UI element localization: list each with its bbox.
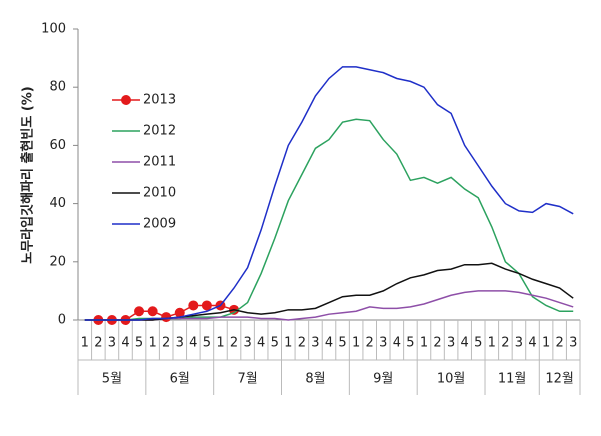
month-label: 5월: [102, 372, 122, 387]
x-tick-label: 1: [148, 336, 156, 351]
month-label: 11월: [498, 372, 527, 387]
x-tick-label: 4: [528, 336, 536, 351]
x-tick-label: 2: [366, 336, 374, 351]
x-tick-label: 2: [94, 336, 102, 351]
y-tick-label: 40: [49, 196, 66, 211]
x-tick-label: 2: [556, 336, 564, 351]
point: [134, 306, 145, 317]
month-label: 10월: [437, 372, 466, 387]
x-tick-label: 2: [501, 336, 509, 351]
point: [161, 312, 172, 323]
x-tick-label: 1: [542, 336, 550, 351]
x-tick-label: 3: [379, 336, 387, 351]
point: [174, 307, 185, 318]
x-tick-label: 5: [406, 336, 414, 351]
x-tick-label: 1: [352, 336, 360, 351]
series-line: [84, 66, 574, 321]
month-label: 7월: [237, 372, 257, 387]
x-tick-label: 4: [393, 336, 401, 351]
x-tick-label: 5: [271, 336, 279, 351]
point: [188, 300, 199, 311]
month-label: 6월: [170, 372, 190, 387]
x-tick-label: 2: [298, 336, 306, 351]
x-tick-label: 1: [284, 336, 292, 351]
legend-label: 2009: [143, 217, 176, 232]
y-axis-label: 노무라입깃해파리 출현빈도 (%): [20, 86, 36, 263]
x-tick-label: 3: [447, 336, 455, 351]
legend-label: 2013: [143, 93, 176, 108]
legend-label: 2011: [143, 155, 176, 170]
x-tick-label: 3: [243, 336, 251, 351]
x-tick-label: 1: [420, 336, 428, 351]
legend-label: 2010: [143, 186, 176, 201]
x-tick-label: 3: [311, 336, 319, 351]
y-tick-label: 80: [49, 80, 66, 95]
x-tick-label: 1: [488, 336, 496, 351]
x-tick-label: 2: [230, 336, 238, 351]
x-tick-label: 1: [216, 336, 224, 351]
month-label: 9월: [373, 372, 393, 387]
x-tick-label: 5: [135, 336, 143, 351]
y-tick-label: 60: [49, 138, 66, 153]
month-label: 12월: [545, 372, 574, 387]
x-tick-label: 5: [338, 336, 346, 351]
x-tick-label: 3: [569, 336, 577, 351]
x-tick-label: 2: [162, 336, 170, 351]
y-tick-label: 100: [41, 22, 66, 37]
x-tick-label: 4: [325, 336, 333, 351]
legend-marker: [121, 95, 131, 105]
x-tick-label: 3: [515, 336, 523, 351]
x-tick-label: 3: [108, 336, 116, 351]
y-tick-label: 20: [49, 254, 66, 269]
x-tick-label: 4: [189, 336, 197, 351]
point: [147, 306, 158, 317]
point: [201, 300, 212, 311]
legend-label: 2012: [143, 124, 176, 139]
x-tick-label: 1: [81, 336, 89, 351]
x-tick-label: 4: [121, 336, 129, 351]
x-tick-label: 4: [461, 336, 469, 351]
x-tick-label: 4: [257, 336, 265, 351]
month-label: 8월: [305, 372, 325, 387]
x-tick-label: 2: [433, 336, 441, 351]
x-tick-label: 3: [176, 336, 184, 351]
series-line: [84, 290, 574, 321]
x-tick-label: 5: [203, 336, 211, 351]
y-tick-label: 0: [58, 313, 66, 328]
x-tick-label: 5: [474, 336, 482, 351]
